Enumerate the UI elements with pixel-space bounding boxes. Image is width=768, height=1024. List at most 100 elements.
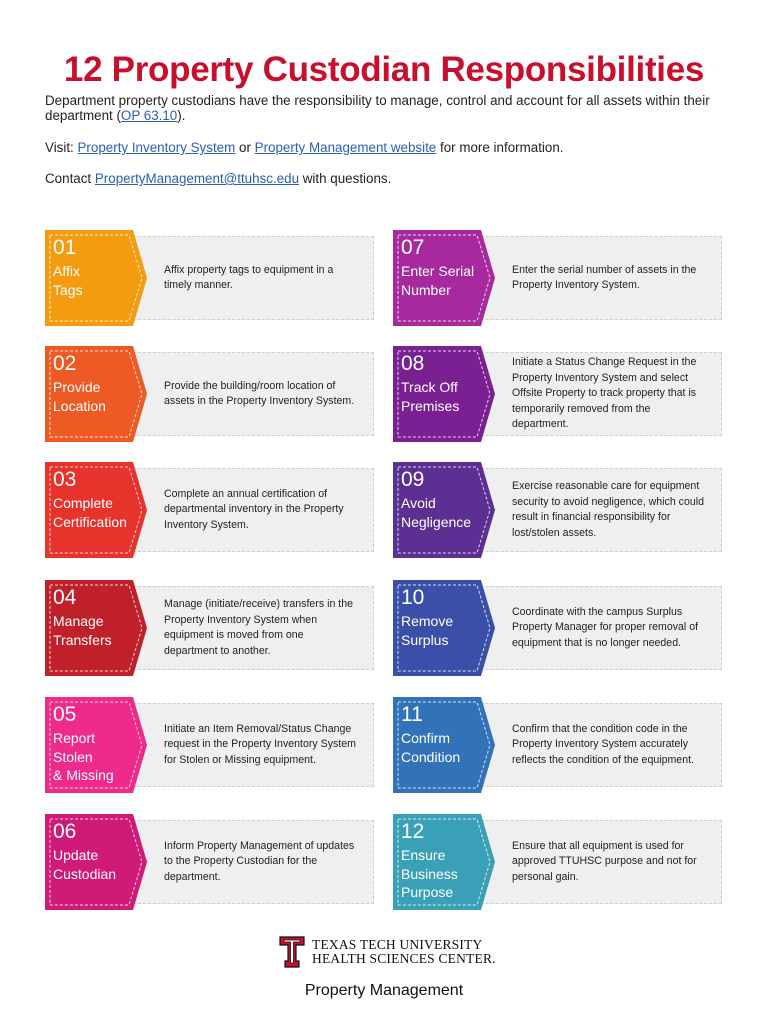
card-tab-shape	[45, 814, 147, 910]
card-description-text: Exercise reasonable care for equipment s…	[512, 480, 704, 539]
card-description: Complete an annual certification of depa…	[164, 468, 360, 552]
card-label: Ensure Business Purpose	[401, 846, 491, 902]
visit-middle: or	[235, 140, 255, 155]
responsibility-card-10: 10 Remove Surplus Coordinate with the campu…	[393, 580, 723, 676]
card-tab-shape	[393, 580, 495, 676]
card-number: 08	[401, 352, 425, 375]
card-label-line: Manage	[53, 613, 104, 629]
card-number: 06	[53, 820, 77, 843]
card-label-line: Transfers	[53, 631, 112, 648]
card-description-text: Provide the building/room location of as…	[164, 379, 355, 408]
card-description: Manage (initiate/receive) transfers in t…	[164, 586, 360, 670]
email-link[interactable]: PropertyManagement@ttuhsc.edu	[94, 171, 300, 186]
card-description-box	[123, 820, 374, 904]
visit-line: Visit: Property Inventory System or Prop…	[45, 140, 564, 155]
card-description-box	[471, 468, 722, 552]
card-description-text: Initiate a Status Change Request in the …	[512, 356, 697, 431]
intro-text-end: ).	[177, 108, 186, 123]
card-description-box	[123, 236, 374, 320]
university-name: TEXAS TECH UNIVERSITY HEALTH SCIENCES CE…	[312, 938, 496, 966]
card-label-line: Stolen	[53, 748, 93, 765]
property-inventory-link[interactable]: Property Inventory System	[77, 140, 236, 155]
card-description: Confirm that the condition code in the P…	[512, 703, 708, 787]
card-label-line: Confirm	[401, 730, 451, 746]
card-tab-shape	[393, 697, 495, 793]
card-description-box	[471, 703, 722, 787]
card-label-line: Enter Serial	[401, 263, 475, 279]
responsibility-card-05: 05 Report Stolen & Missing Initiate an Item …	[45, 697, 375, 793]
card-description-box	[123, 703, 374, 787]
page-title: 12 Property Custodian Responsibilities	[63, 50, 705, 89]
card-label: Complete Certification	[53, 494, 143, 531]
card-number: 11	[401, 703, 423, 726]
responsibility-card-08: 08 Track Off Premises Initiate a Status Cha…	[393, 346, 723, 442]
card-label-line: Remove	[401, 613, 454, 629]
card-label-line: Tags	[53, 281, 83, 298]
responsibility-card-09: 09 Avoid Negligence Exercise reasonable car…	[393, 462, 723, 558]
property-management-link[interactable]: Property Management website	[254, 140, 437, 155]
card-label-line: Update	[53, 847, 99, 863]
card-label-line: Certification	[53, 513, 127, 530]
responsibility-card-07: 07 Enter Serial Number Enter the serial num…	[393, 230, 723, 326]
contact-suffix: with questions.	[299, 171, 392, 186]
card-description-box	[123, 468, 374, 552]
card-description-box	[471, 820, 722, 904]
responsibility-card-01: 01 Affix Tags Affix property tags to equipm…	[45, 230, 375, 326]
card-description-box	[471, 352, 722, 436]
card-label: Track Off Premises	[401, 378, 491, 415]
card-description: Coordinate with the campus Surplus Prope…	[512, 586, 708, 670]
responsibility-card-12: 12 Ensure Business Purpose Ensure that all e…	[393, 814, 723, 910]
responsibility-card-11: 11 Confirm Condition Confirm that the condi…	[393, 697, 723, 793]
department-name: Property Management	[304, 982, 464, 999]
card-label: Affix Tags	[53, 262, 143, 299]
card-label-line: Avoid	[401, 495, 436, 511]
card-description: Inform Property Management of updates to…	[164, 820, 360, 904]
card-description-box	[123, 586, 374, 670]
card-number: 04	[53, 586, 77, 609]
card-tab-shape	[45, 580, 147, 676]
contact-prefix: Contact	[45, 171, 95, 186]
card-description: Initiate a Status Change Request in the …	[512, 352, 708, 436]
intro-text: Department property custodians have the …	[45, 93, 710, 123]
card-tab-shape	[393, 462, 495, 558]
card-description-box	[471, 586, 722, 670]
card-description-text: Affix property tags to equipment in a ti…	[164, 263, 334, 292]
card-number: 03	[53, 468, 77, 491]
card-label: Update Custodian	[53, 846, 143, 883]
card-tab-shape	[393, 230, 495, 326]
intro-paragraph: Department property custodians have the …	[45, 93, 735, 123]
card-label-line: Surplus	[401, 631, 449, 648]
card-description: Initiate an Item Removal/Status Change r…	[164, 703, 360, 787]
card-description: Affix property tags to equipment in a ti…	[164, 236, 360, 320]
contact-line: Contact PropertyManagement@ttuhsc.edu wi…	[45, 171, 391, 186]
card-label-line: Purpose	[401, 884, 454, 900]
card-tab-shape	[45, 346, 147, 442]
card-label: Avoid Negligence	[401, 494, 491, 531]
card-label-line: Report	[53, 730, 96, 746]
card-label-line: Complete	[53, 495, 113, 511]
card-label-line: Premises	[401, 397, 460, 414]
card-description-text: Coordinate with the campus Surplus Prope…	[512, 605, 699, 649]
card-tab-shape	[45, 462, 147, 558]
card-label: Report Stolen & Missing	[53, 729, 143, 785]
card-label: Provide Location	[53, 378, 143, 415]
card-description-text: Ensure that all equipment is used for ap…	[512, 839, 697, 883]
university-line-2: HEALTH SCIENCES CENTER.	[312, 951, 496, 966]
card-label-line: Location	[53, 397, 106, 414]
card-number: 05	[53, 703, 77, 726]
card-label-line: Negligence	[401, 513, 472, 530]
card-label-line: Ensure	[401, 847, 446, 863]
card-label: Confirm Condition	[401, 729, 491, 766]
card-description-text: Confirm that the condition code in the P…	[512, 722, 694, 766]
card-description-text: Inform Property Management of updates to…	[164, 839, 355, 883]
card-label-line: Affix	[53, 263, 80, 279]
op-link[interactable]: OP 63.10	[120, 108, 178, 123]
card-description: Exercise reasonable care for equipment s…	[512, 468, 708, 552]
card-label: Manage Transfers	[53, 612, 143, 649]
card-number: 01	[53, 236, 77, 259]
card-tab-shape	[393, 814, 495, 910]
responsibility-card-03: 03 Complete Certification Complete an annua…	[45, 462, 375, 558]
responsibility-card-04: 04 Manage Transfers Manage (initiate/receiv…	[45, 580, 375, 676]
responsibility-card-06: 06 Update Custodian Inform Property Managem…	[45, 814, 375, 910]
card-number: 09	[401, 468, 425, 491]
